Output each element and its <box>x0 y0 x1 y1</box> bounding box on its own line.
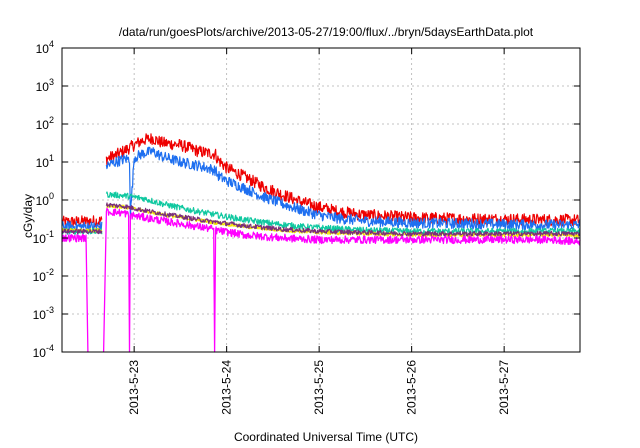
plot-area <box>61 133 581 353</box>
series-line-5 <box>61 202 581 237</box>
y-tick-label: 10-2 <box>33 267 54 284</box>
series-line-3 <box>61 191 581 235</box>
series-line-6 <box>61 207 581 353</box>
series-line-2 <box>61 146 581 233</box>
y-axis-label: cGy/day <box>21 194 35 238</box>
y-tick-label: 101 <box>36 153 54 170</box>
x-axis: 2013-5-23 2013-5-24 2013-5-25 2013-5-26 2013… <box>127 48 511 415</box>
y-axis: 10-4 10-3 10-2 10-1 100 101 102 103 104 <box>33 39 580 360</box>
y-tick-label: 100 <box>36 191 54 208</box>
y-tick-label: 104 <box>36 39 54 56</box>
y-tick-label: 103 <box>36 77 54 94</box>
x-axis-label: Coordinated Universal Time (UTC) <box>234 430 418 444</box>
series-line-1 <box>61 133 581 228</box>
y-tick-label: 10-3 <box>33 305 54 322</box>
x-tick-label: 2013-5-23 <box>127 360 141 415</box>
x-tick-label: 2013-5-27 <box>497 360 511 415</box>
x-tick-label: 2013-5-26 <box>405 360 419 415</box>
y-tick-label: 10-4 <box>33 343 54 360</box>
y-tick-label: 102 <box>36 115 54 132</box>
y-tick-label: 10-1 <box>33 229 54 246</box>
x-tick-label: 2013-5-24 <box>220 360 234 415</box>
x-tick-label: 2013-5-25 <box>312 360 326 415</box>
chart-title: /data/run/goesPlots/archive/2013-05-27/1… <box>119 25 534 39</box>
